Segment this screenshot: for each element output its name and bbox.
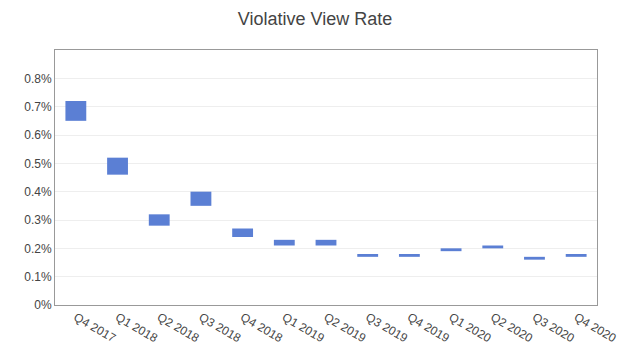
svg-text:Q2 2018: Q2 2018	[155, 310, 202, 345]
svg-text:Q1 2019: Q1 2019	[280, 310, 327, 345]
svg-text:Q4 2018: Q4 2018	[238, 310, 285, 345]
svg-text:0%: 0%	[34, 298, 52, 312]
svg-text:Q2 2020: Q2 2020	[488, 310, 535, 345]
svg-text:Q3 2019: Q3 2019	[363, 310, 410, 345]
svg-text:Q3 2018: Q3 2018	[196, 310, 243, 345]
svg-text:Q4 2017: Q4 2017	[71, 310, 118, 345]
svg-text:Q4 2020: Q4 2020	[572, 310, 619, 345]
svg-text:0.4%: 0.4%	[24, 185, 52, 199]
svg-text:Q1 2018: Q1 2018	[113, 310, 160, 345]
svg-text:0.8%: 0.8%	[24, 72, 52, 86]
svg-text:0.3%: 0.3%	[24, 213, 52, 227]
svg-text:Q1 2020: Q1 2020	[447, 310, 494, 345]
svg-text:0.7%: 0.7%	[24, 100, 52, 114]
svg-text:0.2%: 0.2%	[24, 242, 52, 256]
svg-text:Q4 2019: Q4 2019	[405, 310, 452, 345]
svg-text:0.1%: 0.1%	[24, 270, 52, 284]
svg-text:Q3 2020: Q3 2020	[530, 310, 577, 345]
svg-text:0.6%: 0.6%	[24, 128, 52, 142]
svg-text:0.5%: 0.5%	[24, 157, 52, 171]
svg-text:Q2 2019: Q2 2019	[322, 310, 369, 345]
svg-text:Violative View Rate: Violative View Rate	[238, 9, 392, 29]
